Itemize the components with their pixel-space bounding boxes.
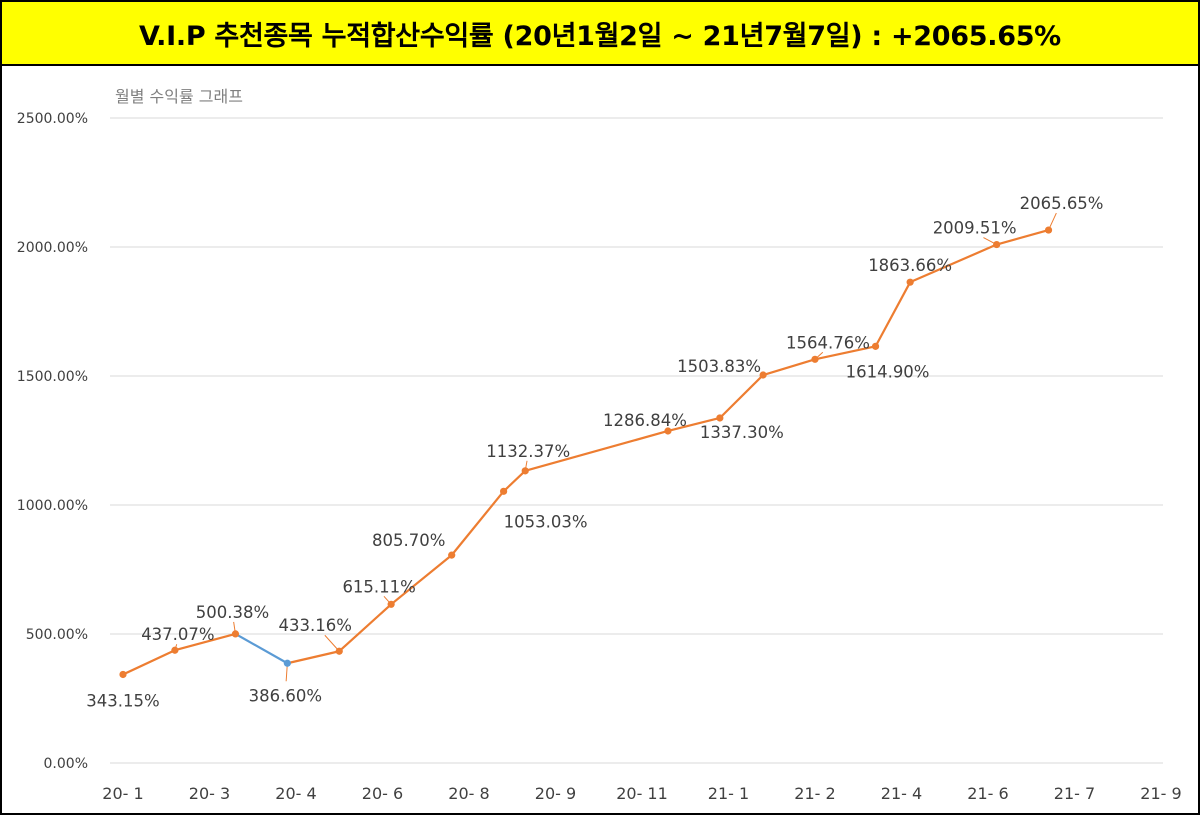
series-segment <box>813 345 877 361</box>
x-tick-label: 21- 7 <box>1054 784 1095 803</box>
data-point <box>993 240 1001 249</box>
series-segment <box>338 603 393 653</box>
x-tick-label: 20- 3 <box>189 784 230 803</box>
x-tick-label: 21- 6 <box>967 784 1008 803</box>
y-tick-label: 1500.00% <box>17 369 88 385</box>
x-tick-label: 20- 11 <box>616 784 668 803</box>
series-segment <box>234 632 289 665</box>
x-axis-ticks: 20- 1 20- 3 20- 4 20- 6 20- 8 20- 9 20- 11 21- … <box>102 784 1181 803</box>
x-tick-label: 20- 6 <box>362 784 403 803</box>
series-segment <box>173 632 237 652</box>
grid <box>110 117 1163 764</box>
series-segment <box>995 228 1050 246</box>
series-segment <box>450 490 505 557</box>
y-tick-label: 1000.00% <box>17 498 88 514</box>
data-point <box>1044 226 1053 234</box>
data-point <box>521 467 529 475</box>
data-point <box>171 646 179 654</box>
data-point <box>335 647 343 655</box>
data-label: 1503.83% <box>677 357 761 376</box>
x-tick-label: 21- 1 <box>708 784 749 803</box>
y-axis-ticks: 0.00% 500.00% 1000.00% 1500.00% 2000.00% 2500… <box>17 111 88 772</box>
data-label: 1053.03% <box>504 512 588 531</box>
series-segment <box>761 358 817 377</box>
series-line <box>121 228 1050 676</box>
data-point <box>119 670 127 679</box>
data-label: 386.60% <box>249 686 322 705</box>
data-label: 1863.66% <box>868 256 952 275</box>
series-segment <box>286 650 341 665</box>
series-segment <box>502 469 527 493</box>
data-points <box>119 226 1053 679</box>
x-tick-label: 21- 9 <box>1140 784 1181 803</box>
series-segment <box>121 649 176 676</box>
series-segment <box>874 281 912 348</box>
data-label: 2065.65% <box>1020 194 1104 213</box>
y-tick-label: 2500.00% <box>17 111 88 127</box>
data-label: 343.15% <box>86 691 159 710</box>
y-tick-label: 2000.00% <box>17 240 88 256</box>
data-point <box>387 600 395 608</box>
data-label: 437.07% <box>141 625 214 644</box>
x-tick-label: 21- 4 <box>881 784 922 803</box>
data-label: 500.38% <box>196 603 269 622</box>
data-label: 2009.51% <box>933 219 1017 238</box>
x-tick-label: 20- 1 <box>102 784 143 803</box>
data-label: 1337.30% <box>700 423 784 442</box>
series-segment <box>909 243 998 284</box>
x-tick-label: 20- 4 <box>275 784 316 803</box>
x-tick-label: 20- 8 <box>448 784 489 803</box>
data-point <box>759 371 767 379</box>
series-segment <box>666 416 721 433</box>
label-leaders <box>174 212 1057 682</box>
chart-subtitle: 월별 수익률 그래프 <box>115 87 243 106</box>
series-segment <box>718 373 765 420</box>
data-point <box>716 414 724 422</box>
data-label: 1286.84% <box>603 411 687 430</box>
data-point <box>906 278 914 286</box>
data-point <box>231 630 240 638</box>
data-point <box>811 355 819 363</box>
data-point <box>871 342 880 350</box>
banner-title: V.I.P 추천종목 누적합산수익률 (20년1월2일 ~ 21년7월7일) :… <box>139 20 1061 52</box>
series-segment <box>524 429 670 472</box>
data-label: 1614.90% <box>846 362 930 381</box>
data-point <box>500 487 508 495</box>
data-label: 433.16% <box>279 616 352 635</box>
data-point <box>448 551 456 559</box>
y-tick-label: 500.00% <box>26 627 88 643</box>
data-label: 615.11% <box>342 577 415 596</box>
data-point <box>664 427 672 435</box>
data-point <box>283 659 291 667</box>
title-banner: V.I.P 추천종목 누적합산수익률 (20년1월2일 ~ 21년7월7일) :… <box>2 2 1198 66</box>
data-labels: 343.15% 437.07% 500.38% 386.60% 433.16% 615.1… <box>86 194 1103 710</box>
data-label: 1132.37% <box>486 442 570 461</box>
y-tick-label: 0.00% <box>44 756 88 772</box>
series-segment <box>390 554 453 606</box>
x-tick-label: 20- 9 <box>535 784 576 803</box>
data-label: 805.70% <box>372 531 445 550</box>
data-label: 1564.76% <box>786 333 870 352</box>
x-tick-label: 21- 2 <box>794 784 835 803</box>
